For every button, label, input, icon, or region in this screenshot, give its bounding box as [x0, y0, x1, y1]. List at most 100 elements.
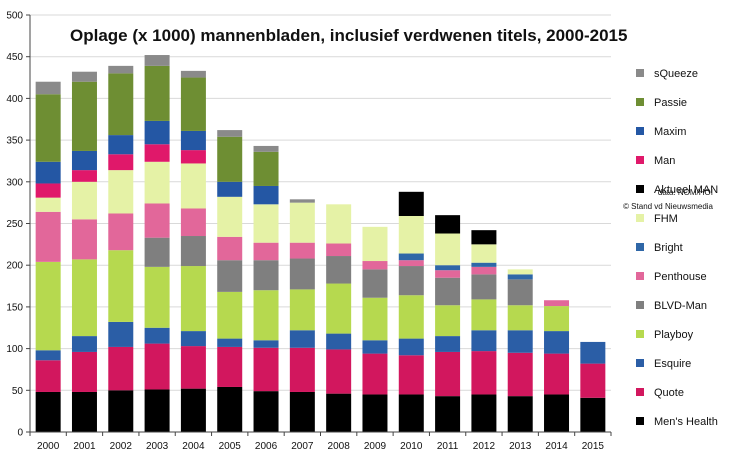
legend-label: Bright — [654, 242, 683, 254]
bar-segment — [289, 199, 315, 203]
x-tick-label: 2011 — [437, 441, 459, 452]
y-tick-label: 50 — [12, 386, 24, 397]
bar-segment — [471, 274, 497, 300]
bar-segment — [435, 233, 461, 266]
x-tick-label: 2004 — [182, 441, 205, 452]
bar-segment — [471, 266, 497, 275]
x-tick-label: 2001 — [73, 441, 96, 452]
legend-swatch — [636, 330, 644, 338]
bar-segment — [507, 305, 533, 331]
bar-segment — [398, 253, 424, 261]
bar-segment — [144, 144, 170, 162]
y-tick-label: 100 — [6, 344, 23, 355]
bar-segment — [108, 250, 134, 322]
bar-segment — [289, 330, 315, 348]
y-axis-ticks: 0 50 100 150 200 250 300 350 400 450 500 — [6, 11, 30, 439]
x-tick-label: 2012 — [473, 441, 496, 452]
bar-segment — [108, 213, 134, 251]
bar-segment — [144, 266, 170, 328]
bar-segment — [217, 346, 243, 387]
bar-segment — [398, 295, 424, 339]
x-tick-label: 2013 — [509, 441, 532, 452]
bar-segment — [35, 350, 61, 361]
bar-segment — [326, 204, 352, 244]
bar-segment — [217, 260, 243, 292]
bar-segment — [289, 242, 315, 259]
bar-segment — [289, 289, 315, 331]
legend-swatch — [636, 69, 644, 77]
bar-segment — [580, 341, 606, 364]
bar-segment — [507, 352, 533, 397]
bar-segment — [71, 71, 97, 82]
legend-label: Playboy — [654, 329, 694, 341]
legend-swatch — [636, 272, 644, 280]
legend-label: Quote — [654, 387, 684, 399]
x-tick-label: 2008 — [328, 441, 351, 452]
bar-segment — [35, 211, 61, 262]
bar-segment — [35, 261, 61, 351]
bar-segment — [253, 347, 279, 392]
x-tick-label: 2007 — [291, 441, 314, 452]
bar-segment — [398, 215, 424, 254]
bar-segment — [471, 262, 497, 267]
legend-label: Aktueel MAN — [654, 184, 718, 196]
x-axis-ticks: 2000 2001 2002 2003 2004 2005 2006 2007 2008 2009… — [29, 432, 612, 452]
bar-segment — [180, 346, 206, 389]
bar-segment — [253, 242, 279, 261]
legend-label: Men's Health — [654, 416, 718, 428]
legend-swatch — [636, 156, 644, 164]
bar-segment — [144, 237, 170, 267]
bar-segment — [398, 355, 424, 395]
legend-label: Maxim — [654, 126, 686, 138]
bar-segment — [398, 191, 424, 216]
y-tick-label: 450 — [6, 52, 23, 63]
bar-segment — [180, 208, 206, 237]
bar-segment — [180, 388, 206, 432]
bar-segment — [544, 300, 570, 307]
bar-segment — [71, 336, 97, 352]
x-tick-label: 2014 — [545, 441, 568, 452]
y-tick-label: 0 — [17, 428, 23, 439]
y-tick-label: 250 — [6, 219, 23, 230]
bar-segment — [35, 94, 61, 162]
bar-segment — [544, 306, 570, 332]
bar-segment — [108, 135, 134, 155]
bar-segment — [253, 151, 279, 186]
copyright-note: © Stand vd Nieuwsmedia — [623, 202, 713, 211]
bar-segment — [435, 351, 461, 397]
bar-segment — [544, 331, 570, 354]
bar-segment — [362, 261, 388, 270]
bar-segment — [326, 333, 352, 350]
bar-segment — [71, 391, 97, 432]
bar-segment — [180, 130, 206, 151]
bar-segment — [35, 197, 61, 212]
y-tick-label: 350 — [6, 136, 23, 147]
bar-segment — [471, 330, 497, 352]
bar-segment — [326, 283, 352, 334]
bar-segment — [580, 397, 606, 432]
bar-segment — [180, 77, 206, 131]
x-tick-label: 2006 — [255, 441, 278, 452]
bar-segment — [217, 130, 243, 137]
bar-segment — [180, 163, 206, 209]
bar-segment — [108, 73, 134, 136]
legend-label: FHM — [654, 213, 678, 225]
bar-segment — [253, 340, 279, 348]
bar-segment — [362, 353, 388, 395]
bar-segment — [362, 226, 388, 262]
legend-swatch — [636, 185, 644, 193]
bar-segment — [362, 394, 388, 432]
bar-segment — [362, 340, 388, 354]
bar-segment — [507, 279, 533, 306]
bar-segment — [35, 81, 61, 95]
bar-segment — [471, 394, 497, 432]
bar-segment — [435, 215, 461, 234]
bar-segment — [217, 338, 243, 347]
bar-segment — [71, 81, 97, 151]
bar-segment — [471, 299, 497, 331]
bar-segment — [580, 363, 606, 398]
bar-segment — [35, 391, 61, 432]
bar-segment — [253, 391, 279, 432]
bar-segment — [144, 161, 170, 204]
bar-segment — [108, 65, 134, 74]
